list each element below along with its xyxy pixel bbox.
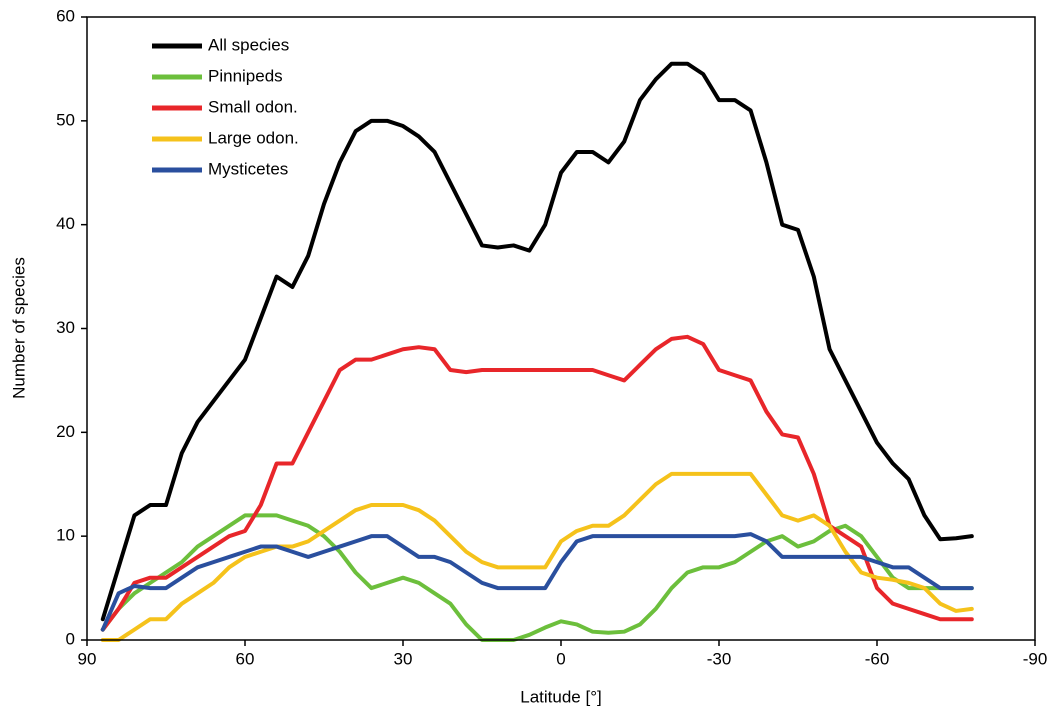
x-axis-title: Latitude [°] (520, 687, 601, 706)
x-tick-label: 90 (78, 649, 97, 668)
y-tick-label: 0 (66, 629, 75, 648)
series-line (100, 532, 974, 632)
x-tick-label: 60 (236, 649, 255, 668)
series-line (100, 61, 974, 622)
x-tick-label: -30 (707, 649, 732, 668)
series-line (100, 334, 974, 632)
series-line (100, 471, 974, 642)
plot-area (100, 61, 974, 642)
series-line (100, 513, 974, 642)
y-tick-label: 60 (56, 6, 75, 25)
y-tick-label: 10 (56, 526, 75, 545)
x-tick-label: -60 (865, 649, 890, 668)
y-tick-label: 50 (56, 110, 75, 129)
legend-label: Small odon. (208, 97, 298, 116)
y-tick-label: 20 (56, 422, 75, 441)
x-tick-label: 0 (556, 649, 565, 668)
y-tick-label: 40 (56, 214, 75, 233)
legend-label: Pinnipeds (208, 66, 283, 85)
legend-label: Mysticetes (208, 159, 288, 178)
x-tick-label: 30 (394, 649, 413, 668)
y-tick-label: 30 (56, 318, 75, 337)
x-tick-label: -90 (1023, 649, 1048, 668)
y-axis-title: Number of species (9, 257, 28, 399)
legend-label: All species (208, 35, 289, 54)
legend-label: Large odon. (208, 128, 299, 147)
